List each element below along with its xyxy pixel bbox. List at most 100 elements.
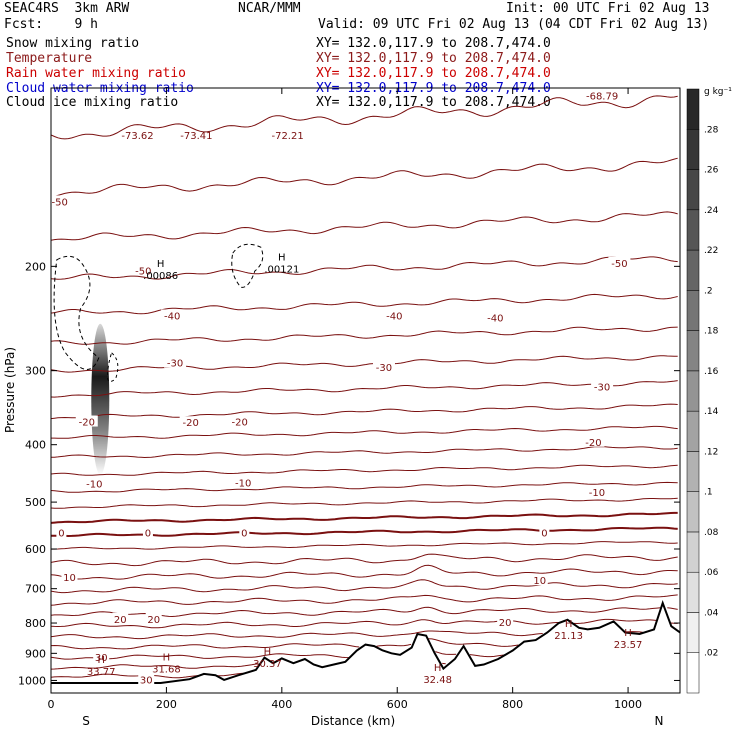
legend-xy-cloud-ice: XY= 132.0,117.9 to 208.7,474.0	[316, 95, 551, 110]
colorbar-tick-4: .1	[704, 488, 713, 498]
isotherm-20	[51, 594, 678, 606]
contour-label-21: 10	[533, 576, 546, 587]
y-tick-label-1000: 1000	[18, 674, 46, 687]
contour-label-bg-9	[75, 415, 98, 427]
contour-label-bg-11	[228, 415, 251, 427]
contour-label-bg-15	[585, 486, 608, 498]
contour-labels: -50 -50 -50 -40 -40 -40 -30 -30 -30 -20 -20 -20 -20 -…	[48, 92, 642, 686]
contour-label-12: -20	[585, 438, 601, 449]
isotherm-13	[51, 497, 678, 509]
colorbar-swatch-3	[686, 531, 700, 573]
y-tick-label-500: 500	[25, 496, 46, 509]
x-axis-label: Distance (km)	[311, 714, 395, 728]
high-value-6: .00086	[143, 271, 178, 282]
contour-label-11: -20	[232, 418, 248, 429]
high-mark-3: H	[434, 663, 442, 674]
colorbar-tick-0: .02	[704, 649, 718, 659]
isotherm-7	[51, 380, 678, 398]
contour-label-bg-3	[161, 309, 184, 321]
isotherm-3	[51, 256, 678, 280]
colorbar-swatch-1	[686, 612, 700, 653]
isotherm-24	[51, 638, 519, 650]
contour-label-bg-12	[582, 435, 605, 447]
high-value-0: 33.77	[87, 667, 116, 678]
contour-label-17: 0	[145, 529, 151, 540]
isotherm-6	[51, 355, 678, 373]
x-axis-left-end: S	[82, 714, 90, 728]
contour-label-15: -10	[589, 488, 605, 499]
colorbar-swatch-2	[686, 571, 700, 613]
contour-label-bg-14	[232, 476, 255, 488]
y-axis-label: Pressure (hPa)	[3, 347, 17, 433]
contour-label-bg-0	[48, 195, 71, 207]
colorbar-swatch-10	[686, 249, 700, 291]
snow-column-core	[91, 323, 110, 475]
colorbar-swatch-13	[686, 129, 700, 170]
high-mark-0: H	[97, 655, 105, 666]
contour-label-24: 20	[499, 618, 512, 629]
legend-xy-rain: XY= 132.0,117.9 to 208.7,474.0	[316, 66, 551, 81]
contour-label-bg-21	[531, 574, 548, 586]
contour-label-bg-4	[383, 309, 406, 321]
contour-label-bg-20	[61, 571, 78, 583]
contour-label-bg-18	[239, 526, 250, 538]
high-value-7: .00121	[264, 264, 299, 275]
colorbar-tick-6: .14	[704, 407, 719, 417]
colorbar-swatch-12	[686, 169, 700, 211]
isotherm-18	[51, 564, 678, 580]
contour-label-4: -40	[386, 311, 402, 322]
colorbar-tick-5: .12	[704, 447, 718, 457]
contour-label-20: 10	[63, 573, 76, 584]
contour-label-9: -20	[79, 418, 95, 429]
colorbar-swatch-7	[686, 370, 700, 412]
terrain-line	[51, 599, 680, 684]
x-tick-label-200: 200	[156, 698, 177, 711]
isotherm-1	[51, 157, 678, 198]
valid-time: Valid: 09 UTC Fri 02 Aug 13 (04 CDT Fri …	[318, 17, 710, 32]
isotherm-0	[51, 95, 678, 140]
high-value-3: 32.48	[423, 675, 452, 686]
top-value-0: -73.62	[121, 131, 153, 142]
contour-label-bg-23	[145, 612, 162, 624]
isotherm-9	[51, 425, 678, 439]
forecast-hour: Fcst: 9 h	[4, 17, 98, 32]
y-tick-label-200: 200	[25, 260, 46, 273]
isotherm-23	[51, 630, 644, 640]
contour-label-3: -40	[164, 311, 180, 322]
colorbar-tick-8: .18	[704, 327, 719, 337]
contour-label-8: -30	[594, 382, 610, 393]
cloud-ice-contour-mid	[231, 243, 264, 288]
x-tick-label-600: 600	[387, 698, 408, 711]
legend-rain: Rain water mixing ratio	[6, 66, 187, 81]
isotherm-27	[51, 672, 245, 679]
legend-snow: Snow mixing ratio	[6, 36, 140, 51]
colorbar-tick-9: .2	[704, 286, 713, 296]
y-tick-label-400: 400	[25, 439, 46, 452]
contour-label-bg-16	[56, 526, 67, 538]
contour-label-0: -50	[51, 197, 67, 208]
contour-label-2: -50	[611, 259, 627, 270]
contour-label-23: 20	[147, 615, 160, 626]
high-mark-2: H	[264, 647, 272, 658]
contour-label-bg-8	[591, 380, 614, 392]
high-mark-7: H	[278, 252, 286, 263]
contour-label-25: 30	[95, 653, 108, 664]
model-title: SEAC4RS 3km ARW	[4, 1, 130, 16]
isotherm-14	[51, 511, 678, 524]
x-tick-label-800: 800	[502, 698, 523, 711]
contour-label-22: 20	[114, 615, 127, 626]
contour-label-bg-19	[539, 526, 550, 538]
isotherm-16	[51, 541, 678, 550]
contour-label-bg-25	[93, 651, 110, 663]
isotherm-11	[51, 464, 678, 476]
colorbar-swatch-5	[686, 451, 700, 492]
colorbar-swatch-8	[686, 330, 700, 372]
contour-label-14: -10	[235, 478, 251, 489]
colorbar: .02 .04 .06 .08 .1 .12 .14 .16 .18 .2 .22 .24 .26 .28	[686, 88, 719, 694]
snow-mixing-ratio-shading	[91, 323, 110, 475]
legend-cloud-ice: Cloud ice mixing ratio	[6, 95, 179, 110]
colorbar-tick-1: .04	[704, 608, 719, 618]
colorbar-unit: g kg⁻¹	[704, 87, 732, 97]
legend-xy-temperature: XY= 132.0,117.9 to 208.7,474.0	[316, 51, 551, 66]
